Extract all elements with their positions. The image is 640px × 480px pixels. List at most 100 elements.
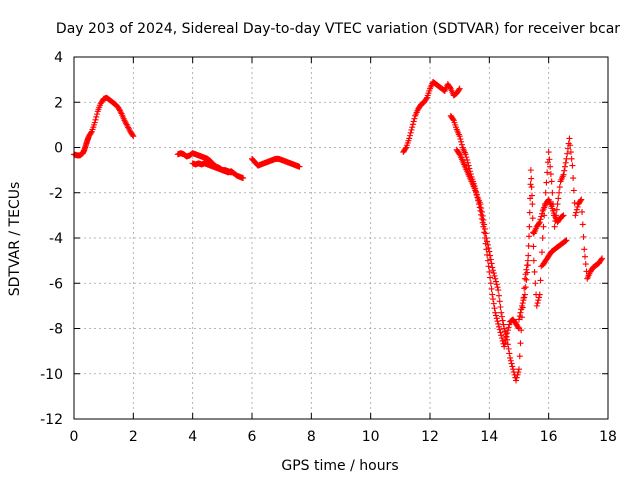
- data-point: [489, 264, 496, 271]
- data-point: [478, 215, 485, 222]
- data-point: [523, 276, 530, 283]
- data-point: [478, 208, 485, 215]
- data-point: [456, 85, 463, 92]
- data-point: [520, 297, 527, 304]
- data-point: [506, 350, 513, 357]
- data-point: [93, 111, 100, 118]
- data-point: [499, 317, 506, 324]
- data-point: [567, 149, 574, 156]
- data-point: [496, 298, 503, 305]
- data-point: [458, 138, 465, 145]
- x-tick-label: 8: [307, 429, 316, 445]
- data-point: [525, 252, 532, 259]
- series-sat-d: [249, 155, 303, 170]
- data-point: [525, 242, 532, 249]
- data-point: [490, 296, 497, 303]
- data-point: [92, 116, 99, 123]
- data-point: [513, 374, 520, 381]
- data-point: [555, 195, 562, 202]
- data-point: [598, 256, 605, 263]
- data-point: [490, 267, 497, 274]
- data-point: [556, 189, 563, 196]
- data-point: [599, 255, 606, 262]
- data-point: [538, 213, 545, 220]
- data-point: [296, 163, 303, 170]
- data-point: [516, 353, 523, 360]
- data-point: [553, 206, 560, 213]
- data-point: [462, 151, 469, 158]
- data-point: [487, 256, 494, 263]
- data-point: [458, 141, 465, 148]
- data-point: [570, 175, 577, 182]
- data-point: [130, 133, 137, 140]
- data-point: [526, 233, 533, 240]
- data-point: [410, 118, 417, 125]
- data-point: [543, 179, 550, 186]
- data-point: [528, 192, 535, 199]
- data-point: [491, 272, 498, 279]
- data-point: [487, 280, 494, 287]
- data-point: [495, 323, 502, 330]
- data-point: [519, 300, 526, 307]
- data-point: [518, 306, 525, 313]
- data-point: [542, 189, 549, 196]
- data-point: [478, 205, 485, 212]
- data-point: [463, 154, 470, 161]
- data-point: [526, 209, 533, 216]
- data-point: [495, 320, 502, 327]
- data-point: [488, 285, 495, 292]
- data-point: [569, 162, 576, 169]
- data-point: [548, 178, 555, 185]
- data-point: [568, 155, 575, 162]
- series-sat-h: [516, 135, 606, 323]
- data-point: [117, 109, 124, 116]
- plot-frame: [73, 56, 609, 420]
- chart-title: Day 203 of 2024, Sidereal Day-to-day VTE…: [56, 21, 620, 37]
- grid-lines: [74, 57, 608, 419]
- data-point: [518, 327, 525, 334]
- data-point: [483, 235, 490, 241]
- data-point: [524, 269, 531, 276]
- data-point: [529, 215, 536, 222]
- data-point: [497, 304, 504, 311]
- data-point: [487, 274, 494, 281]
- data-point: [494, 318, 501, 325]
- data-point: [240, 175, 247, 182]
- data-point: [530, 257, 537, 264]
- data-point: [577, 197, 584, 204]
- data-point: [479, 212, 486, 219]
- data-point: [489, 291, 496, 298]
- data-point: [536, 291, 543, 298]
- data-point: [93, 113, 100, 120]
- y-tick-label: 0: [54, 141, 63, 157]
- data-point: [493, 315, 500, 322]
- y-tick-label: -4: [49, 231, 63, 247]
- series-sat-e: [400, 78, 463, 156]
- data-point: [407, 129, 414, 136]
- data-point: [524, 262, 531, 269]
- data-point: [129, 132, 136, 139]
- data-point: [566, 135, 573, 142]
- y-tick-label: -10: [40, 367, 63, 383]
- data-point: [477, 201, 484, 208]
- data-point: [582, 261, 589, 268]
- data-point: [554, 201, 561, 208]
- data-point: [457, 136, 464, 143]
- data-point: [402, 145, 409, 152]
- data-point: [496, 326, 503, 333]
- data-point: [505, 324, 512, 331]
- data-point: [574, 203, 581, 210]
- data-point: [549, 189, 556, 196]
- data-point: [521, 285, 528, 292]
- data-point: [539, 235, 546, 241]
- data-point: [581, 246, 588, 253]
- data-point: [556, 184, 563, 191]
- x-tick-label: 4: [188, 429, 197, 445]
- data-point: [522, 284, 529, 291]
- data-point: [546, 156, 553, 163]
- data-point: [506, 321, 513, 328]
- data-point: [532, 280, 539, 287]
- data-point: [533, 302, 540, 309]
- data-point: [493, 312, 500, 319]
